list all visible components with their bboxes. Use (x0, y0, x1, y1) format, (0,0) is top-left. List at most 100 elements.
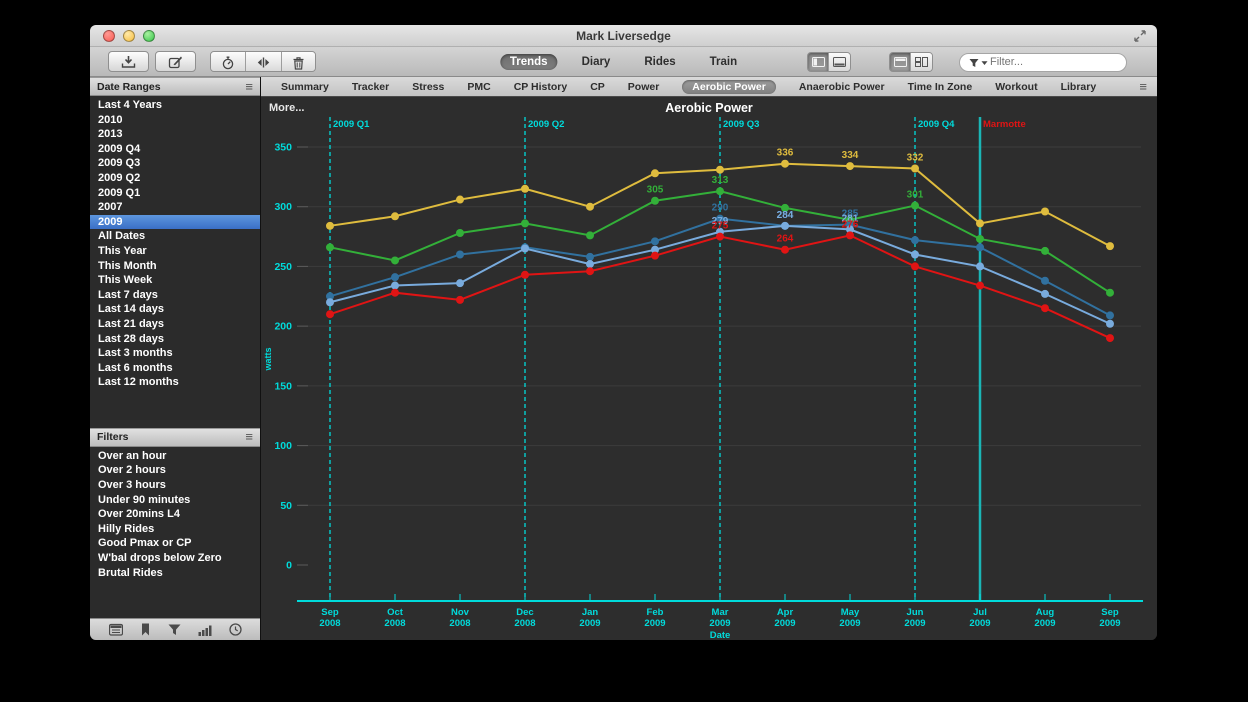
date-range-item[interactable]: Last 12 months (98, 376, 179, 389)
series-light-blue-point (456, 279, 464, 288)
date-range-item[interactable]: 2009 (90, 214, 260, 230)
split-button[interactable] (246, 52, 282, 71)
filter-item[interactable]: Under 90 minutes (98, 493, 191, 506)
svg-text:50: 50 (280, 500, 292, 512)
stopwatch-button[interactable] (211, 52, 246, 71)
date-range-item[interactable]: Last 28 days (98, 332, 165, 345)
compose-icon (168, 56, 182, 68)
svg-text:0: 0 (286, 560, 292, 572)
date-range-item[interactable]: This Month (98, 259, 157, 272)
filter-item[interactable]: Over 2 hours (98, 464, 166, 477)
chart-tab-cp-history[interactable]: CP History (513, 80, 568, 93)
series-yellow-point (1041, 207, 1049, 216)
chart-tab-pmc[interactable]: PMC (467, 80, 491, 93)
series-yellow-point (651, 169, 659, 178)
chart-tab-power[interactable]: Power (627, 80, 660, 93)
series-light-blue-point (1106, 319, 1114, 328)
view-tab-diary[interactable]: Diary (581, 56, 611, 68)
bookmark-icon[interactable] (140, 623, 151, 636)
date-range-item[interactable]: 2009 Q2 (98, 171, 141, 184)
chart-tab-library[interactable]: Library (1060, 80, 1097, 93)
close-button[interactable] (103, 30, 115, 42)
date-range-item[interactable]: Last 21 days (98, 317, 165, 330)
chart-tab-time-in-zone[interactable]: Time In Zone (907, 80, 973, 93)
series-light-blue-labels: 279 284 281 (712, 210, 859, 227)
date-range-item[interactable]: Last 4 Years (98, 99, 163, 111)
chart-tab-workout[interactable]: Workout (995, 80, 1038, 93)
bottom-panel-toggle[interactable] (829, 53, 850, 71)
chart-tab-aerobic-power[interactable]: Aerobic Power (682, 79, 776, 94)
compose-button[interactable] (155, 51, 196, 72)
filter-item[interactable]: Over 3 hours (98, 478, 166, 491)
view-tab-rides[interactable]: Rides (644, 56, 676, 68)
filter-box[interactable] (959, 52, 1127, 72)
date-range-item[interactable]: Last 14 days (98, 303, 165, 316)
date-range-item[interactable]: This Week (98, 274, 153, 287)
filter-item[interactable]: Hilly Rides (98, 522, 155, 535)
filter-input[interactable] (988, 55, 1113, 69)
more-link[interactable]: More... (269, 102, 305, 114)
series-light-blue-point (911, 250, 919, 259)
date-range-item[interactable]: 2007 (98, 201, 123, 214)
filters-header: Filters ≡ (90, 427, 260, 447)
series-light-blue-point (1041, 289, 1049, 298)
date-range-item[interactable]: 2009 Q4 (98, 142, 141, 155)
menu-icon[interactable]: ≡ (1139, 78, 1147, 94)
filter-item[interactable]: Over an hour (98, 449, 167, 462)
date-range-item[interactable]: 2009 Q3 (98, 157, 141, 170)
zoom-button[interactable] (143, 30, 155, 42)
sidebar-panel-toggle[interactable] (808, 53, 829, 71)
menu-icon[interactable]: ≡ (245, 429, 253, 445)
view-tab-train[interactable]: Train (709, 56, 738, 68)
chart-tab-tracker[interactable]: Tracker (351, 80, 390, 93)
series-yellow-point (391, 212, 399, 221)
svg-text:2009: 2009 (709, 618, 730, 629)
titlebar[interactable]: Mark Liversedge (90, 25, 1157, 47)
calendar-icon[interactable] (108, 623, 123, 636)
filter-item[interactable]: W'bal drops below Zero (98, 551, 222, 564)
date-range-item[interactable]: 2013 (98, 128, 123, 141)
chart-tab-summary[interactable]: Summary (281, 80, 329, 93)
filter-item[interactable]: Good Pmax or CP (98, 537, 192, 550)
chart-bars-icon[interactable] (198, 624, 212, 636)
minimize-button[interactable] (123, 30, 135, 42)
svg-text:334: 334 (842, 150, 859, 161)
series-green-labels: 305 313 301 (647, 175, 924, 200)
date-range-item[interactable]: 2009 Q1 (98, 186, 141, 199)
trash-button[interactable] (282, 52, 315, 71)
chart-tab-anaerobic-power[interactable]: Anaerobic Power (798, 80, 885, 93)
series-green-point (911, 201, 919, 210)
date-range-item[interactable]: Last 7 days (98, 288, 158, 301)
date-range-item[interactable]: Last 6 months (98, 361, 173, 374)
filter-item[interactable]: Brutal Rides (98, 566, 163, 579)
sidebar-spacer (90, 390, 260, 428)
svg-text:2009 Q2: 2009 Q2 (528, 119, 564, 130)
menu-icon[interactable]: ≡ (245, 78, 253, 94)
x-axis: Sep2008Oct2008Nov2008Dec2008Jan2009Feb20… (297, 594, 1143, 640)
tabbed-view-toggle[interactable] (911, 53, 932, 71)
tiled-view-toggle[interactable] (890, 53, 911, 71)
fullscreen-icon[interactable] (1133, 29, 1147, 43)
date-range-item[interactable]: Last 3 months (98, 347, 173, 360)
chart-title: Aerobic Power (665, 101, 753, 115)
chart-tab-stress[interactable]: Stress (412, 80, 445, 93)
chart-tab-cp[interactable]: CP (590, 80, 605, 93)
series-yellow-point (326, 221, 334, 230)
svg-text:2009: 2009 (579, 618, 600, 629)
funnel-icon[interactable] (168, 624, 181, 636)
filter-item[interactable]: Over 20mins L4 (98, 508, 180, 521)
view-tab-trends[interactable]: Trends (499, 54, 558, 70)
svg-text:279: 279 (712, 216, 729, 227)
date-range-item[interactable]: This Year (98, 244, 147, 257)
date-ranges-header: Date Ranges ≡ (90, 77, 260, 96)
date-range-item[interactable]: All Dates (98, 230, 146, 243)
date-range-item[interactable]: 2010 (98, 113, 123, 126)
download-button[interactable] (108, 51, 149, 72)
svg-text:Aug: Aug (1036, 607, 1055, 618)
series-red-point (456, 295, 464, 304)
svg-text:2008: 2008 (319, 618, 340, 629)
svg-text:2008: 2008 (514, 618, 535, 629)
svg-text:watts: watts (263, 347, 273, 371)
clock-icon[interactable] (228, 623, 242, 636)
series-red-point (651, 251, 659, 260)
